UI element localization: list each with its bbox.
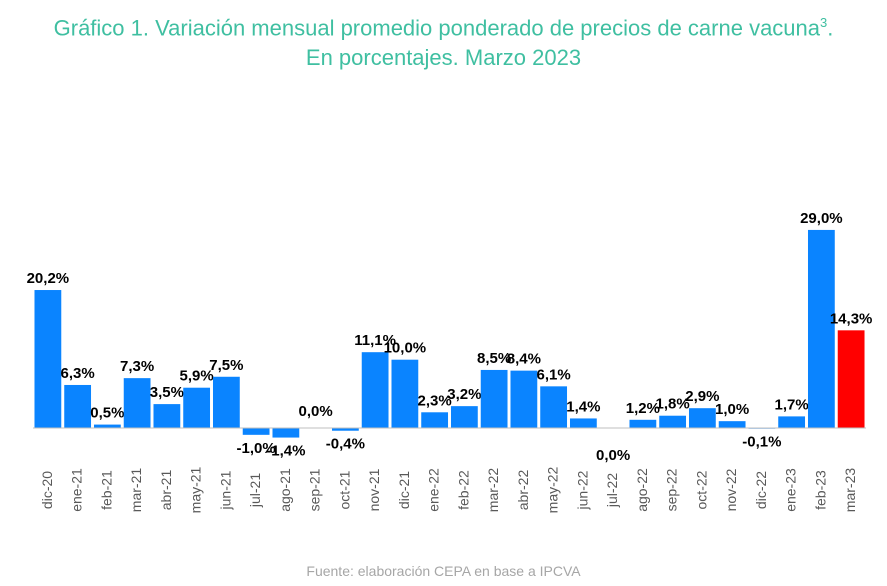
tick-label-oct-22: oct-22 — [693, 470, 709, 509]
tick-label-dic-20: dic-20 — [39, 471, 55, 509]
bar-mar-22 — [480, 369, 508, 428]
data-label-feb-22: 3,2% — [447, 386, 481, 403]
bar-oct-21 — [331, 428, 359, 431]
bar-mar-21 — [123, 378, 151, 428]
data-label-ene-23: 1,7% — [775, 396, 809, 413]
tick-label-feb-21: feb-21 — [98, 470, 114, 510]
chart-title-line-1: Gráfico 1. Variación mensual promedio po… — [0, 8, 887, 43]
data-label-jul-21: -1,0% — [237, 440, 276, 457]
tick-label-ago-22: ago-22 — [634, 468, 650, 512]
tick-label-sep-21: sep-21 — [307, 468, 323, 511]
data-label-feb-21: 0,5% — [90, 405, 124, 422]
bar-feb-21 — [93, 424, 121, 428]
bar-ene-21 — [64, 384, 92, 428]
data-label-nov-22: 1,0% — [715, 401, 749, 418]
tick-label-abr-21: abr-21 — [158, 470, 174, 511]
data-label-sep-21: 0,0% — [299, 403, 333, 420]
tick-label-ene-21: ene-21 — [69, 468, 85, 512]
bar-abr-21 — [153, 404, 181, 429]
data-label-dic-22: -0,1% — [742, 434, 781, 451]
tick-label-oct-21: oct-21 — [336, 470, 352, 509]
source-note: Fuente: elaboración CEPA en base a IPCVA — [306, 563, 581, 579]
bar-dic-20 — [34, 290, 62, 428]
bar-jun-22 — [569, 418, 597, 428]
bar-ago-22 — [629, 419, 657, 428]
data-label-ene-21: 6,3% — [61, 365, 95, 382]
bar-feb-23 — [807, 229, 835, 428]
data-label-ago-22: 1,2% — [626, 400, 660, 417]
bar-feb-22 — [450, 406, 478, 428]
bar-jul-21 — [242, 428, 270, 435]
tick-label-jun-21: jun-21 — [217, 470, 233, 510]
chart-title-end: . — [827, 15, 834, 41]
data-label-feb-23: 29,0% — [800, 210, 843, 227]
chart-title-text: Gráfico 1. Variación mensual promedio po… — [53, 15, 821, 41]
data-label-sep-22: 1,8% — [656, 396, 690, 413]
tick-label-sep-22: sep-22 — [664, 468, 680, 511]
tick-label-abr-22: abr-22 — [515, 470, 531, 511]
tick-label-dic-21: dic-21 — [396, 471, 412, 509]
tick-label-dic-22: dic-22 — [753, 471, 769, 509]
tick-label-may-22: may-22 — [545, 466, 561, 513]
tick-label-jul-21: jul-21 — [247, 473, 263, 508]
tick-label-feb-23: feb-23 — [812, 470, 828, 510]
bar-sep-22 — [659, 415, 687, 428]
data-label-ene-22: 2,3% — [418, 392, 452, 409]
data-label-jun-22: 1,4% — [566, 398, 600, 415]
bar-oct-22 — [688, 408, 716, 428]
chart-title-line-2: En porcentajes. Marzo 2023 — [305, 45, 582, 71]
chart-title-superscript: 3 — [820, 15, 828, 30]
data-label-mar-22: 8,5% — [477, 350, 511, 367]
data-label-mar-23: 14,3% — [830, 310, 873, 327]
chart-title: Gráfico 1. Variación mensual promedio po… — [0, 8, 887, 73]
data-label-jul-22: 0,0% — [596, 447, 630, 464]
data-label-oct-21: -0,4% — [326, 436, 365, 453]
data-label-dic-21: 10,0% — [384, 340, 427, 357]
data-label-ago-21: -1,4% — [266, 443, 305, 460]
data-label-may-22: 6,1% — [537, 366, 571, 383]
data-label-abr-21: 3,5% — [150, 384, 184, 401]
data-label-nov-21: 11,1% — [354, 332, 396, 349]
bar-dic-21 — [391, 359, 419, 428]
tick-label-ago-21: ago-21 — [277, 468, 293, 512]
data-label-jun-21: 7,5% — [209, 357, 243, 374]
tick-label-ene-22: ene-22 — [426, 468, 442, 512]
data-label-dic-20: 20,2% — [27, 270, 70, 287]
bar-may-21 — [183, 387, 211, 428]
tick-label-nov-22: nov-22 — [723, 468, 739, 511]
bar-nov-22 — [718, 421, 746, 428]
bar-mar-23 — [837, 330, 865, 428]
tick-label-mar-23: mar-23 — [842, 468, 858, 513]
tick-label-jun-22: jun-22 — [574, 470, 590, 510]
data-label-oct-22: 2,9% — [685, 388, 719, 405]
tick-label-mar-21: mar-21 — [128, 468, 144, 513]
data-label-mar-21: 7,3% — [120, 358, 154, 375]
bar-abr-22 — [510, 370, 538, 428]
bar-ene-23 — [778, 416, 806, 428]
bar-may-22 — [540, 386, 568, 428]
tick-label-mar-22: mar-22 — [485, 468, 501, 513]
data-label-abr-22: 8,4% — [507, 351, 541, 368]
tick-label-nov-21: nov-21 — [366, 468, 382, 511]
tick-label-may-21: may-21 — [188, 466, 204, 513]
tick-label-feb-22: feb-22 — [455, 470, 471, 510]
bar-jun-21 — [212, 376, 240, 428]
bar-nov-21 — [361, 352, 389, 428]
data-label-may-21: 5,9% — [180, 368, 214, 385]
tick-label-ene-23: ene-23 — [783, 468, 799, 512]
bar-ago-21 — [272, 428, 300, 438]
bar-ene-22 — [421, 412, 449, 428]
tick-label-jul-22: jul-22 — [604, 473, 620, 508]
